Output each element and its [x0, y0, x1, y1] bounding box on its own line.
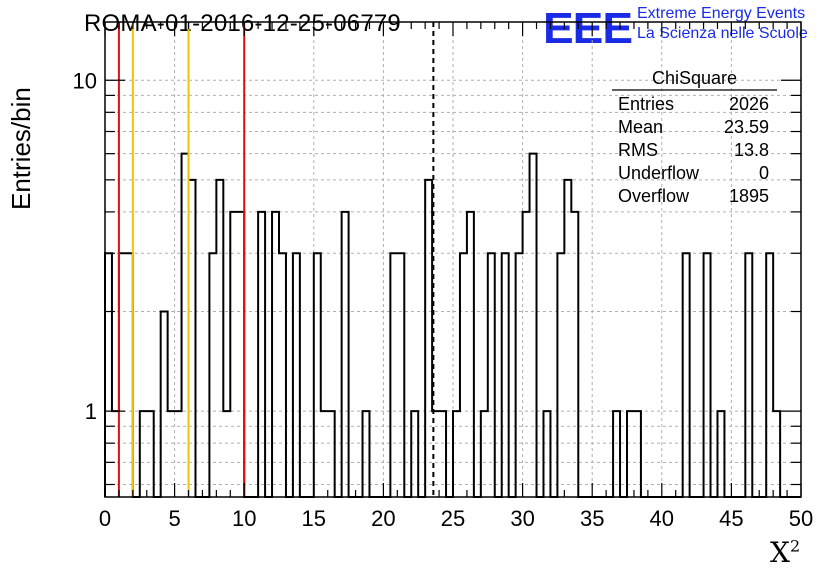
x-tick-label: 25	[441, 506, 465, 531]
y-tick-label: 10	[73, 68, 97, 93]
stats-value: 13.8	[734, 140, 769, 160]
x-tick-label: 10	[232, 506, 256, 531]
stats-value: 1895	[729, 186, 769, 206]
stats-title: ChiSquare	[652, 68, 737, 88]
x-tick-label: 5	[168, 506, 180, 531]
y-tick-label: 1	[85, 399, 97, 424]
x-axis-label: X2	[770, 536, 801, 569]
chart-title: ROMA-01-2016-12-25-06779	[84, 10, 401, 37]
eee-logo: EEE	[543, 2, 633, 53]
x-tick-label: 35	[580, 506, 604, 531]
x-tick-label: 40	[650, 506, 674, 531]
logo-subtitle-2: La Scienza nelle Scuole	[637, 25, 808, 42]
x-tick-label: 20	[371, 506, 395, 531]
stats-value: 2026	[729, 94, 769, 114]
x-tick-label: 30	[510, 506, 534, 531]
x-tick-label: 45	[719, 506, 743, 531]
stats-label: Entries	[618, 94, 674, 114]
stats-value: 23.59	[724, 117, 769, 137]
stats-label: RMS	[618, 140, 658, 160]
x-tick-label: 0	[99, 506, 111, 531]
stats-value: 0	[759, 163, 769, 183]
stats-label: Mean	[618, 117, 663, 137]
logo-subtitle-1: Extreme Energy Events	[637, 5, 806, 22]
x-tick-label: 15	[302, 506, 326, 531]
x-tick-label: 50	[789, 506, 813, 531]
stats-label: Overflow	[618, 186, 690, 206]
stats-label: Underflow	[618, 163, 700, 183]
